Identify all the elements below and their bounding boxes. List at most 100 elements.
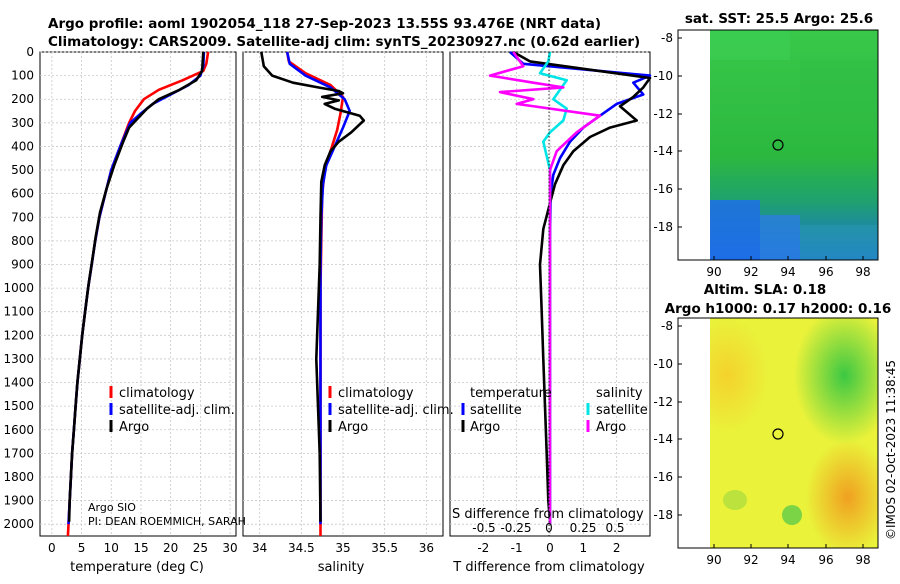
pressure-tick-label: 300 bbox=[11, 116, 34, 130]
map-x-tick-label: 90 bbox=[706, 265, 721, 279]
sst-cold-patch-c bbox=[760, 215, 800, 260]
map-y-tick-label: -12 bbox=[653, 395, 673, 409]
pressure-tick-label: 1900 bbox=[3, 494, 34, 508]
diff-legend-temp-argo: Argo bbox=[470, 420, 500, 435]
x-tick-label: -1 bbox=[511, 541, 523, 555]
map-x-tick-label: 92 bbox=[743, 265, 758, 279]
x-tick-label: 25 bbox=[193, 541, 208, 555]
map-y-tick-label: -14 bbox=[653, 144, 673, 158]
sal-legend-argo: Argo bbox=[338, 420, 368, 435]
pressure-tick-label: 1500 bbox=[3, 399, 34, 413]
x-tick-label: 36 bbox=[419, 541, 434, 555]
salinity-diff-tick-label: -0.25 bbox=[500, 521, 531, 535]
map-y-tick-label: -8 bbox=[661, 31, 673, 45]
map-y-tick-label: -18 bbox=[653, 220, 673, 234]
legend-argo: Argo bbox=[119, 420, 149, 435]
sla-green-spot bbox=[782, 505, 802, 525]
difference-axis-label: T difference from climatology bbox=[452, 560, 645, 575]
sla-map-axes: 90 92 94 96 98 -8 -10 -12 -14 -16 -18 bbox=[653, 319, 870, 567]
pressure-tick-label: 400 bbox=[11, 139, 34, 153]
pressure-tick-label: 500 bbox=[11, 163, 34, 177]
salinity-difference-axis-label: S difference from climatology bbox=[452, 507, 644, 522]
series-line-argo bbox=[67, 51, 205, 522]
sal-legend-climatology: climatology bbox=[338, 386, 414, 401]
x-tick-label: 20 bbox=[163, 541, 178, 555]
x-tick-label: 5 bbox=[78, 541, 86, 555]
x-tick-label: 34 bbox=[252, 541, 267, 555]
map-x-tick-label: 94 bbox=[780, 553, 795, 567]
pressure-tick-label: 1000 bbox=[3, 281, 34, 295]
x-axes: 0 5 10 15 20 25 30 34 34.5 35 35.5 36 -2 -1 0 1 2 bbox=[48, 541, 620, 555]
map-x-tick-label: 96 bbox=[818, 265, 833, 279]
x-tick-label: 0 bbox=[546, 541, 554, 555]
sla-map-title-line1: Altim. SLA: 0.18 bbox=[704, 282, 826, 298]
pressure-tick-label: 100 bbox=[11, 69, 34, 83]
pressure-tick-label: 800 bbox=[11, 234, 34, 248]
pressure-tick-label: 1800 bbox=[3, 470, 34, 484]
map-y-tick-label: -16 bbox=[653, 470, 673, 484]
pressure-tick-label: 1300 bbox=[3, 352, 34, 366]
diff-legend-salinity-header: salinity bbox=[596, 386, 643, 401]
x-tick-label: -2 bbox=[477, 541, 489, 555]
map-y-tick-label: -10 bbox=[653, 69, 673, 83]
map-x-tick-label: 92 bbox=[743, 553, 758, 567]
sst-cold-patch-e bbox=[800, 225, 878, 260]
temperature-legend: climatology satellite-adj. clim. Argo bbox=[109, 386, 235, 435]
sal-legend-satellite: satellite-adj. clim. bbox=[338, 403, 454, 418]
figure-title-line2: Climatology: CARS2009. Satellite-adj cli… bbox=[48, 34, 640, 50]
salinity-diff-tick-label: -0.5 bbox=[472, 521, 495, 535]
sst-map bbox=[677, 29, 879, 261]
pressure-tick-label: 2000 bbox=[3, 517, 34, 531]
figure-title-line1: Argo profile: aoml 1902054_118 27-Sep-20… bbox=[48, 16, 601, 32]
map-y-tick-label: -12 bbox=[653, 107, 673, 121]
x-tick-label: 10 bbox=[104, 541, 119, 555]
series-line-argo bbox=[260, 51, 366, 522]
map-x-tick-label: 98 bbox=[855, 553, 870, 567]
profile-series bbox=[66, 50, 652, 537]
pressure-tick-label: 700 bbox=[11, 210, 34, 224]
pressure-axis: 0 100 200 300 400 500 600 700 800 900 1000 1100 1200… bbox=[3, 45, 34, 531]
sst-map-frame bbox=[677, 29, 879, 261]
series-line-salinity-argo bbox=[488, 51, 602, 525]
diff-legend-temp-satellite: satellite bbox=[470, 403, 522, 418]
diff-legend-sal-satellite: satellite bbox=[596, 403, 648, 418]
map-x-tick-label: 90 bbox=[706, 553, 721, 567]
sla-green-spot-w bbox=[723, 490, 747, 510]
pressure-tick-label: 1400 bbox=[3, 376, 34, 390]
pressure-tick-label: 1200 bbox=[3, 328, 34, 342]
series-line-climatology bbox=[285, 51, 345, 536]
salinity-axis-label: salinity bbox=[318, 560, 365, 575]
sst-patch-ne bbox=[800, 60, 878, 120]
pressure-tick-label: 1700 bbox=[3, 446, 34, 460]
x-tick-label: 0 bbox=[48, 541, 56, 555]
x-tick-label: 30 bbox=[222, 541, 237, 555]
sla-argo-location-marker bbox=[772, 428, 784, 440]
pressure-tick-label: 1100 bbox=[3, 305, 34, 319]
sla-map-title-line2: Argo h1000: 0.17 h2000: 0.16 bbox=[665, 301, 892, 317]
sst-map-title: sat. SST: 25.5 Argo: 25.6 bbox=[685, 11, 873, 27]
imos-watermark: ©IMOS 02-Oct-2023 11:38:45 bbox=[884, 360, 898, 540]
salinity-legend: climatology satellite-adj. clim. Argo bbox=[328, 386, 454, 435]
x-tick-label: 35 bbox=[335, 541, 350, 555]
sst-cold-patch-w bbox=[710, 200, 760, 260]
annotation-pi: PI: DEAN ROEMMICH, SARAH bbox=[88, 515, 246, 528]
sla-map bbox=[677, 317, 879, 549]
series-line-climatology bbox=[66, 51, 210, 537]
map-y-tick-label: -8 bbox=[661, 319, 673, 333]
map-y-tick-label: -16 bbox=[653, 182, 673, 196]
legend-climatology: climatology bbox=[119, 386, 195, 401]
difference-legend: temperature salinity satellite Argo sate… bbox=[461, 386, 648, 435]
grid-lines bbox=[40, 51, 650, 536]
sst-map-axes: 90 92 94 96 98 -8 -10 -12 -14 -16 -18 bbox=[653, 31, 870, 279]
salinity-diff-tick-label: 0.25 bbox=[570, 521, 597, 535]
salinity-diff-tick-label: 0.5 bbox=[605, 521, 624, 535]
map-y-tick-label: -14 bbox=[653, 432, 673, 446]
pressure-tick-label: 200 bbox=[11, 92, 34, 106]
x-tick-label: 35.5 bbox=[371, 541, 398, 555]
map-x-tick-label: 96 bbox=[818, 553, 833, 567]
map-y-tick-label: -10 bbox=[653, 357, 673, 371]
pressure-tick-label: 900 bbox=[11, 257, 34, 271]
legend-satellite: satellite-adj. clim. bbox=[119, 403, 235, 418]
temperature-axis-label: temperature (deg C) bbox=[70, 560, 204, 575]
